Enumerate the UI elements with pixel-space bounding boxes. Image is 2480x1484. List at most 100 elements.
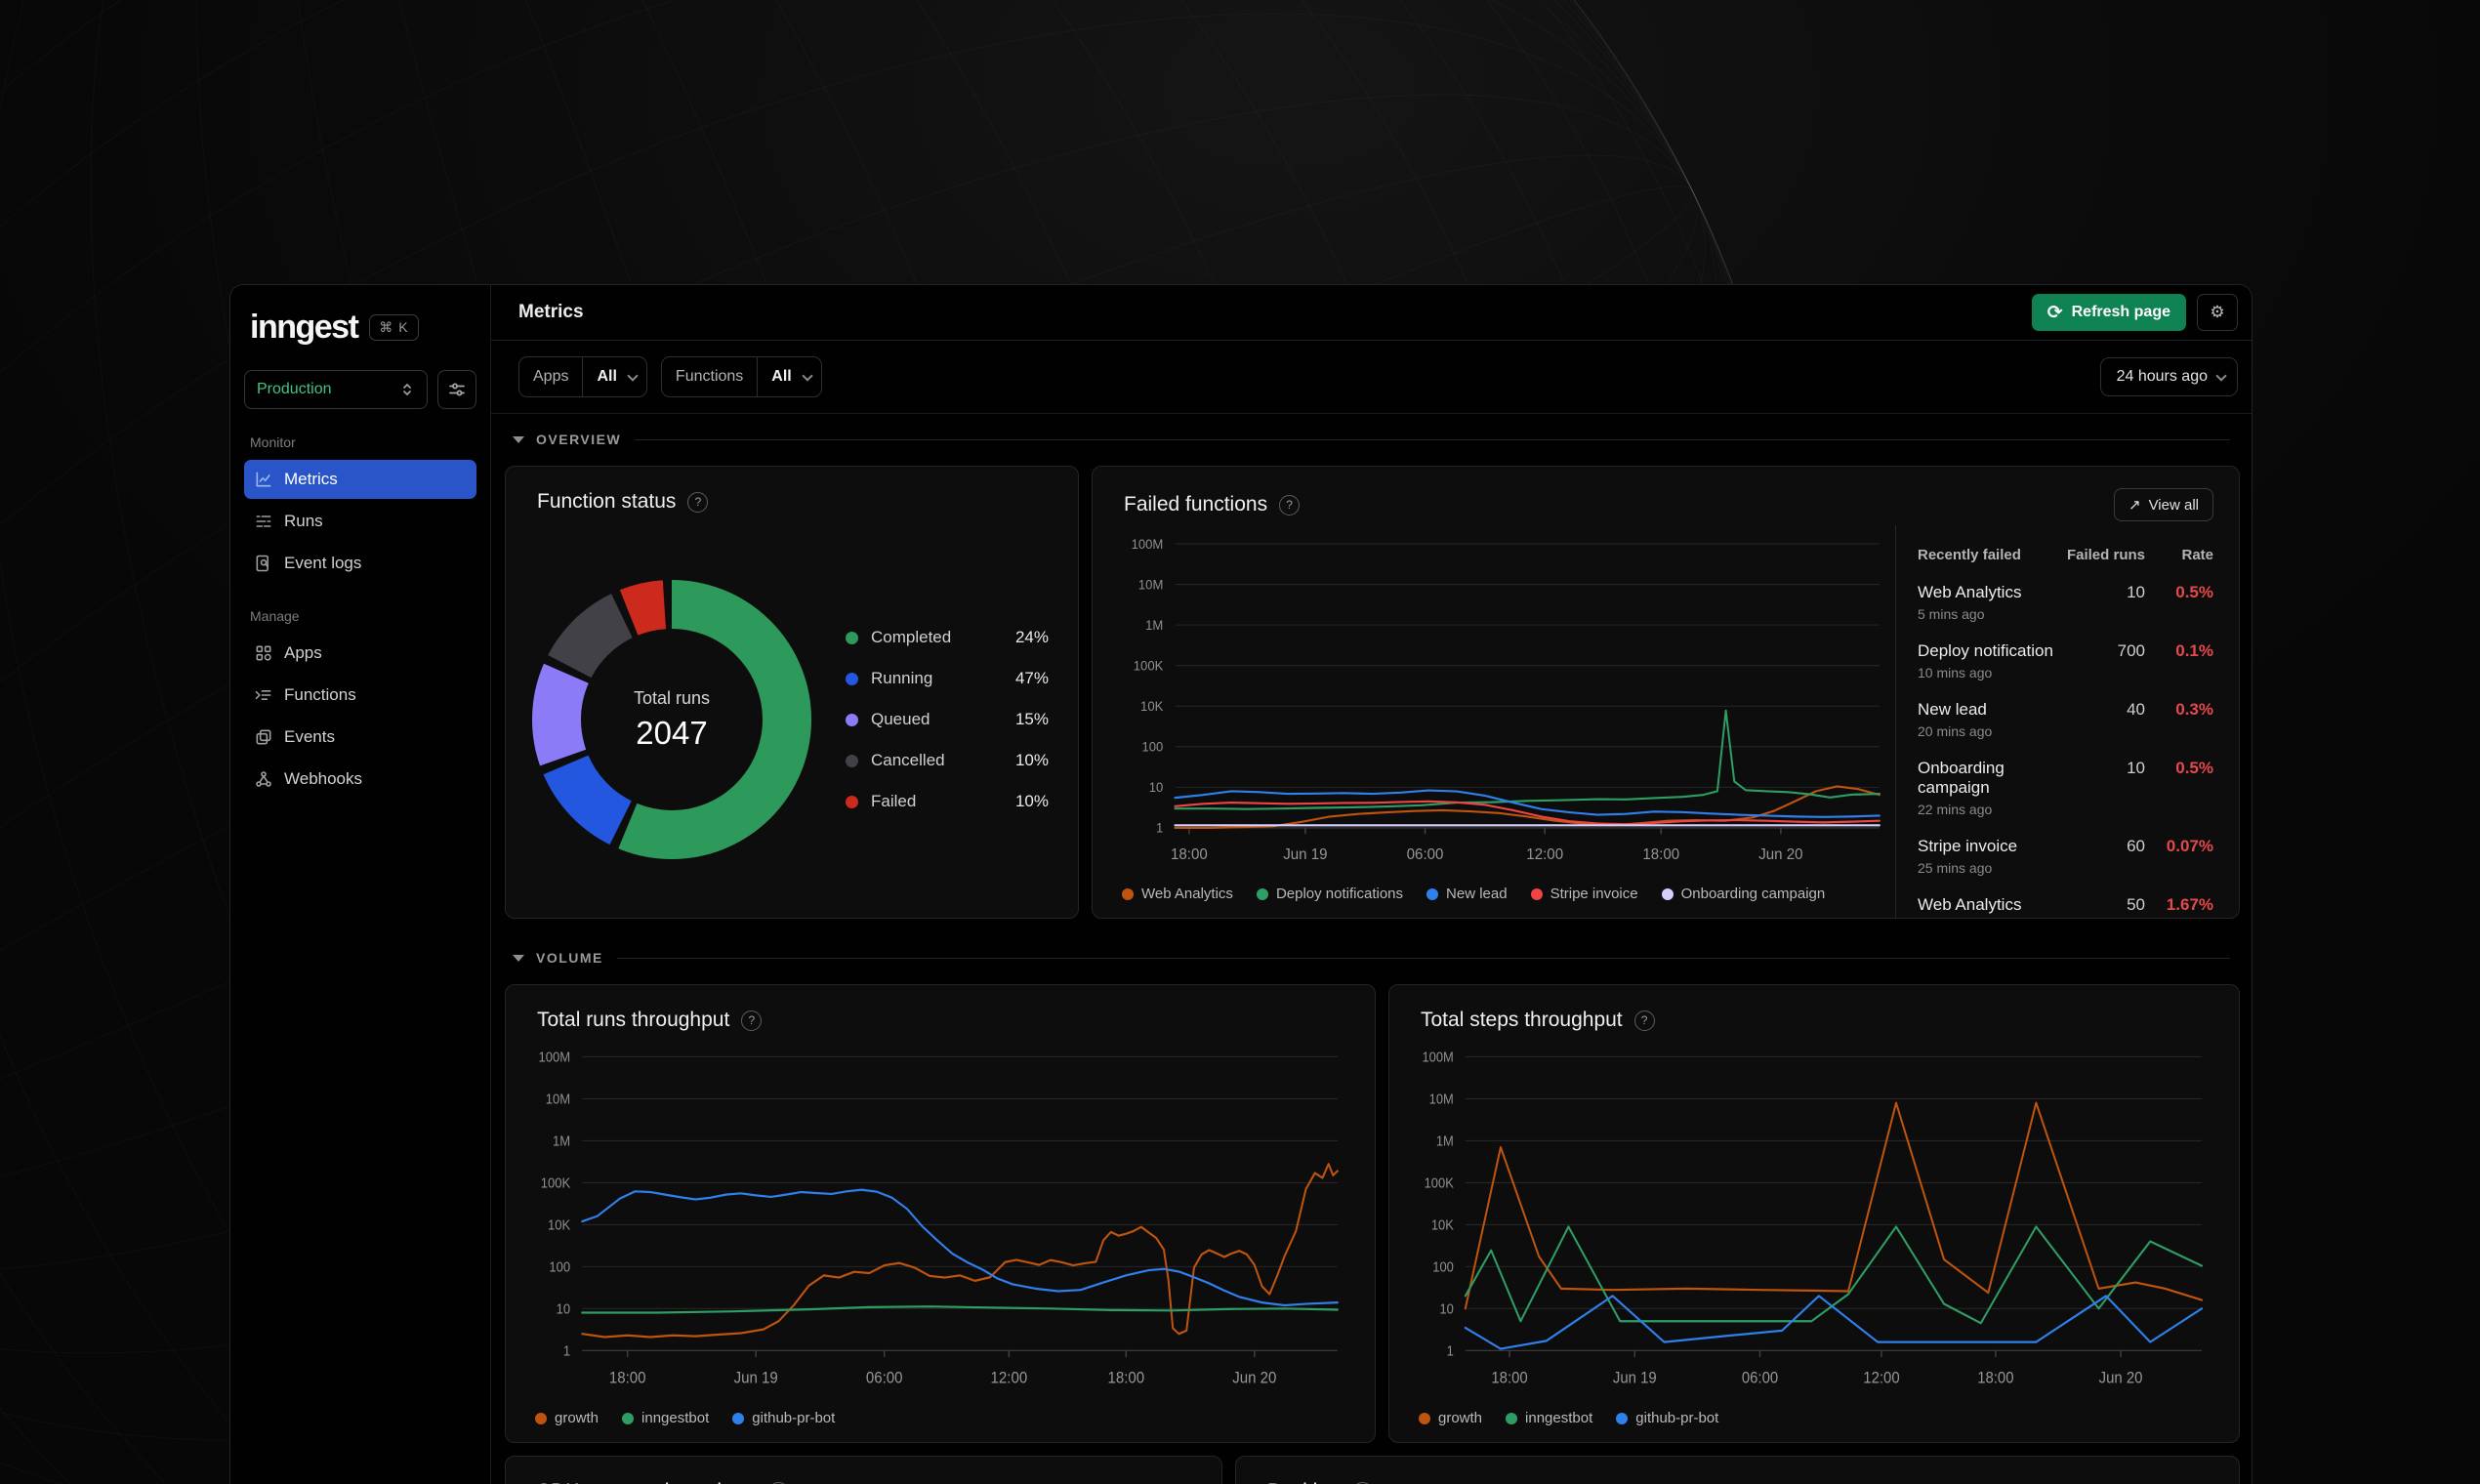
sidebar-section-label: Monitor: [250, 434, 296, 450]
section-divider: [616, 957, 2230, 959]
chart-legend-item: growth: [535, 1410, 599, 1426]
settings-gear-button[interactable]: ⚙: [2197, 294, 2238, 331]
donut-center-label: Total runs: [633, 687, 711, 708]
refresh-page-button[interactable]: ⟳ Refresh page: [2031, 294, 2186, 331]
failed-rate: 0.5%: [2175, 759, 2213, 777]
runs-list-icon: [254, 512, 273, 531]
arrow-up-right-icon: ↗: [2129, 497, 2141, 514]
chart-legend-item: Stripe invoice: [1530, 886, 1638, 902]
function-status-donut-chart[interactable]: Total runs 2047: [527, 575, 816, 864]
y-axis-label: 1: [563, 1343, 570, 1359]
failed-function-time: 10 mins ago: [1918, 665, 1993, 680]
legend-dot-icon: [1122, 887, 1134, 900]
sidebar-section-label: Manage: [250, 608, 300, 624]
legend-label: Cancelled: [871, 751, 945, 769]
failed-rate: 0.07%: [2166, 837, 2213, 855]
sidebar-item-metrics[interactable]: Metrics: [244, 460, 476, 499]
x-axis-label: 06:00: [866, 1370, 903, 1387]
x-axis-label: Jun 20: [1758, 846, 1803, 864]
failed-function-row[interactable]: New lead 20 mins ago 40 0.3%: [1918, 690, 2213, 749]
legend-dot-icon: [1426, 887, 1439, 900]
failed-function-row[interactable]: Stripe invoice 25 mins ago 60 0.07%: [1918, 827, 2213, 886]
failed-function-row[interactable]: Web Analytics 5 mins ago 10 0.5%: [1918, 573, 2213, 632]
help-icon[interactable]: ?: [1279, 494, 1301, 515]
page-title: Metrics: [518, 302, 584, 322]
sidebar-item-event-logs[interactable]: Event logs: [244, 544, 476, 583]
sidebar-item-webhooks[interactable]: Webhooks: [244, 760, 476, 799]
failed-rate: 0.3%: [2175, 700, 2213, 719]
legend-percent: 47%: [1014, 669, 1049, 687]
legend-dot-icon: [1616, 1412, 1629, 1424]
x-axis-label: 18:00: [1977, 1370, 2014, 1387]
legend-label: Running: [871, 669, 933, 687]
donut-segment-queued[interactable]: [532, 580, 811, 859]
total-steps-title: Total steps throughput: [1421, 1009, 1623, 1031]
donut-segment-completed[interactable]: [532, 580, 811, 859]
y-axis-label: 10K: [1431, 1217, 1454, 1233]
legend-percent: 15%: [1014, 710, 1049, 728]
command-k-shortcut-badge[interactable]: ⌘ K: [369, 314, 419, 341]
time-range-select[interactable]: 24 hours ago: [2099, 357, 2238, 396]
series-line-inngestbot: [581, 1305, 1339, 1314]
legend-dot-icon: [1506, 1412, 1518, 1424]
failed-function-row[interactable]: Onboarding campaign 22 mins ago 10 0.5%: [1918, 749, 2213, 827]
volume-section-header: VOLUME: [513, 948, 2230, 968]
functions-filter[interactable]: Functions All: [660, 356, 822, 397]
collapse-chevron-icon[interactable]: [513, 954, 524, 962]
failed-function-row[interactable]: Deploy notification 10 mins ago 700 0.1%: [1918, 632, 2213, 690]
environment-filter-button[interactable]: [437, 370, 476, 409]
y-axis-label: 100M: [1132, 536, 1164, 551]
total-steps-line-chart[interactable]: 100M 10M 1M 100K 10K 100 10 1 18:00 Jun 19 06:00 12…: [1415, 1042, 2217, 1398]
sidebar-item-events[interactable]: Events: [244, 718, 476, 757]
chart-legend-item: Web Analytics: [1122, 886, 1233, 902]
series-line-inngestbot: [1464, 1225, 2204, 1325]
failed-function-time: 20 mins ago: [1918, 723, 1993, 739]
overview-section-header: OVERVIEW: [513, 430, 2230, 449]
failed-runs-count: 50: [2127, 895, 2145, 914]
sidebar-item-runs[interactable]: Runs: [244, 502, 476, 541]
collapse-chevron-icon[interactable]: [513, 435, 524, 443]
y-axis-label: 1M: [553, 1134, 570, 1149]
legend-label: github-pr-bot: [752, 1410, 836, 1426]
webhook-icon: [254, 769, 273, 789]
help-icon[interactable]: ?: [741, 1010, 763, 1031]
legend-dot-icon: [732, 1412, 745, 1424]
legend-label: Web Analytics: [1141, 886, 1233, 902]
total-runs-line-chart[interactable]: 100M 10M 1M 100K 10K 100 10 1 18:00 Jun 19 06:00 12…: [531, 1042, 1353, 1398]
failed-runs-count: 700: [2117, 641, 2145, 660]
environment-select[interactable]: Production: [244, 370, 428, 409]
legend-label: growth: [555, 1410, 599, 1426]
legend-dot-icon: [535, 1412, 547, 1424]
view-all-button[interactable]: ↗ View all: [2114, 488, 2213, 521]
table-header-failed-runs: Failed runs: [2066, 547, 2145, 563]
legend-dot-icon: [1661, 887, 1674, 900]
failed-function-row[interactable]: Web Analytics35 mins ago501.67%: [1918, 886, 2213, 918]
legend-dot-icon: [846, 631, 858, 644]
legend-label: Deploy notifications: [1275, 886, 1404, 902]
help-icon[interactable]: ?: [687, 491, 709, 513]
failed-functions-card: Failed functions ? ↗ View all 100M 10M 1M 1…: [1092, 466, 2240, 919]
failed-function-name: Onboarding campaign: [1918, 759, 2005, 797]
x-axis-label: Jun 19: [1613, 1370, 1657, 1387]
chart-legend-item: github-pr-bot: [732, 1410, 835, 1426]
sdk-request-title: SDK request throughput: [537, 1480, 757, 1484]
help-icon[interactable]: ?: [1633, 1010, 1655, 1031]
view-all-label: View all: [2148, 496, 2199, 514]
chart-legend-item: New lead: [1426, 886, 1508, 902]
failed-functions-line-chart[interactable]: 100M 10M 1M 100K 10K 100 10 1 18:00 Jun 19 06:00 12…: [1118, 529, 1895, 874]
y-axis-label: 100M: [1422, 1050, 1453, 1065]
apps-filter[interactable]: Apps All: [518, 356, 647, 397]
legend-percent: 10%: [1014, 792, 1049, 810]
status-legend-item: Failed 10%: [846, 781, 1049, 822]
failed-function-name: Stripe invoice: [1918, 837, 2018, 855]
sidebar-item-apps[interactable]: Apps: [244, 634, 476, 673]
chart-legend-item: Onboarding campaign: [1661, 886, 1825, 902]
failed-runs-count: 10: [2127, 759, 2145, 777]
function-status-legend: Completed 24% Running 47% Queued 15% Cancelled…: [846, 617, 1049, 822]
legend-dot-icon: [1530, 887, 1543, 900]
failed-rate: 0.1%: [2175, 641, 2213, 660]
time-range-value: 24 hours ago: [2116, 368, 2208, 385]
sidebar-item-functions[interactable]: Functions: [244, 676, 476, 715]
donut-center-value: 2047: [636, 714, 708, 751]
